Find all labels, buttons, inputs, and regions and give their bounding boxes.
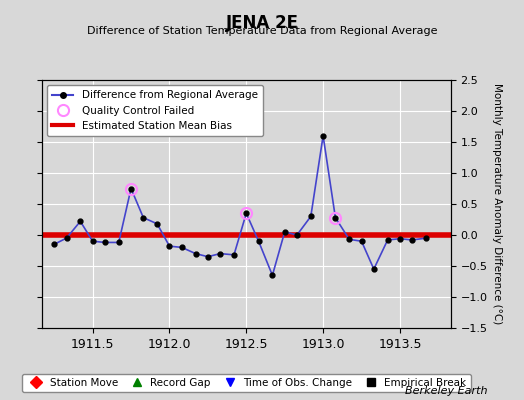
Legend: Station Move, Record Gap, Time of Obs. Change, Empirical Break: Station Move, Record Gap, Time of Obs. C… [22, 374, 471, 392]
Y-axis label: Monthly Temperature Anomaly Difference (°C): Monthly Temperature Anomaly Difference (… [492, 83, 501, 325]
Text: Difference of Station Temperature Data from Regional Average: Difference of Station Temperature Data f… [87, 26, 437, 36]
Text: JENA 2E: JENA 2E [225, 14, 299, 32]
Text: Berkeley Earth: Berkeley Earth [405, 386, 487, 396]
